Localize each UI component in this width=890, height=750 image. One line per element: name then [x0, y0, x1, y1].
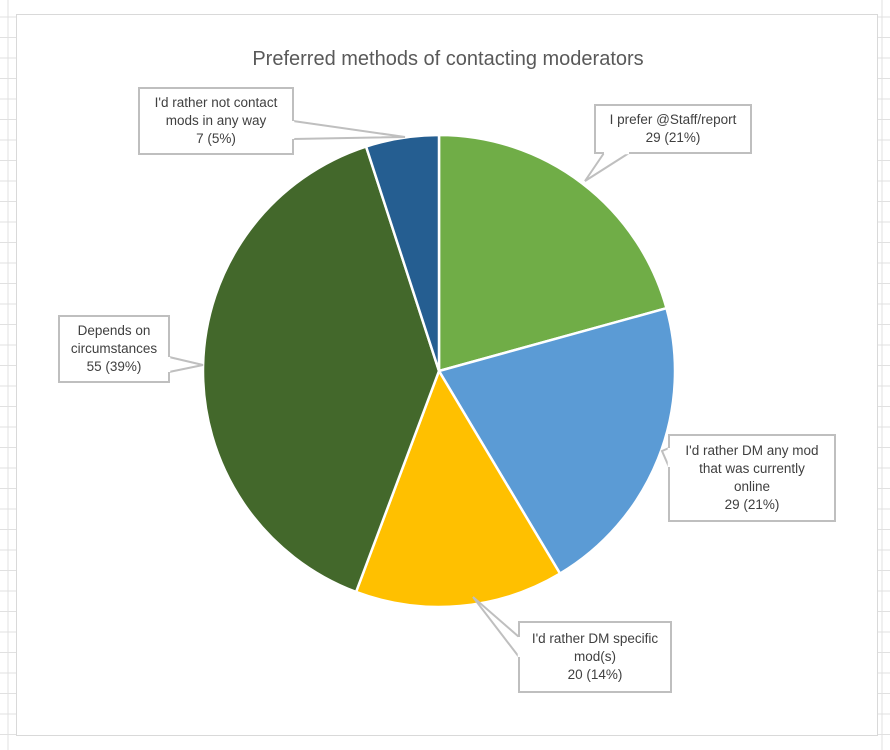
data-label-callout-1[interactable]: I prefer @Staff/report 29 (21%): [584, 104, 752, 182]
data-label-callout-5[interactable]: I'd rather not contact mods in any way 7 (…: [138, 87, 406, 155]
slice-category-label: mods in any way: [166, 113, 267, 128]
chart-title: Preferred methods of contacting moderato…: [252, 48, 644, 70]
pie-slice-2[interactable]: [437, 306, 677, 576]
slice-category-label: mod(s): [574, 649, 616, 664]
pie-slice-3[interactable]: [354, 368, 562, 609]
slice-category-label: I'd rather DM specific: [532, 631, 659, 646]
data-label-callout-2[interactable]: I'd rather DM any mod that was currently o…: [660, 434, 836, 522]
slice-value-label: 7 (5%): [196, 131, 236, 146]
chart-area[interactable]: Preferred methods of contacting moderato…: [16, 14, 878, 736]
slice-category-label: I'd rather not contact: [155, 95, 278, 110]
slice-category-label: I prefer @Staff/report: [610, 112, 737, 127]
slice-category-label: I'd rather DM any mod: [685, 443, 818, 458]
data-label-callout-3[interactable]: I'd rather DM specific mod(s) 20 (14%): [472, 596, 672, 693]
callout-leader: [472, 596, 520, 658]
callout-box: [58, 315, 170, 383]
callout-leader: [660, 447, 670, 468]
slice-category-label: online: [734, 479, 770, 494]
slice-category-label: circumstances: [71, 341, 158, 356]
slice-value-label: 55 (39%): [87, 359, 142, 374]
slice-category-label: Depends on: [78, 323, 151, 338]
slice-value-label: 29 (21%): [646, 130, 701, 145]
callout-box: [518, 621, 672, 693]
callout-leader: [292, 120, 406, 140]
callout-box: [668, 434, 836, 522]
slice-value-label: 20 (14%): [568, 667, 623, 682]
pie-slice-1[interactable]: [437, 133, 669, 373]
callout-leader: [584, 152, 630, 182]
data-label-callout-4[interactable]: Depends on circumstances 55 (39%): [58, 315, 204, 383]
callout-box: [594, 104, 752, 154]
callout-box: [138, 87, 294, 155]
slice-category-label: that was currently: [699, 461, 805, 476]
slice-value-label: 29 (21%): [725, 497, 780, 512]
callout-leader: [168, 356, 204, 373]
